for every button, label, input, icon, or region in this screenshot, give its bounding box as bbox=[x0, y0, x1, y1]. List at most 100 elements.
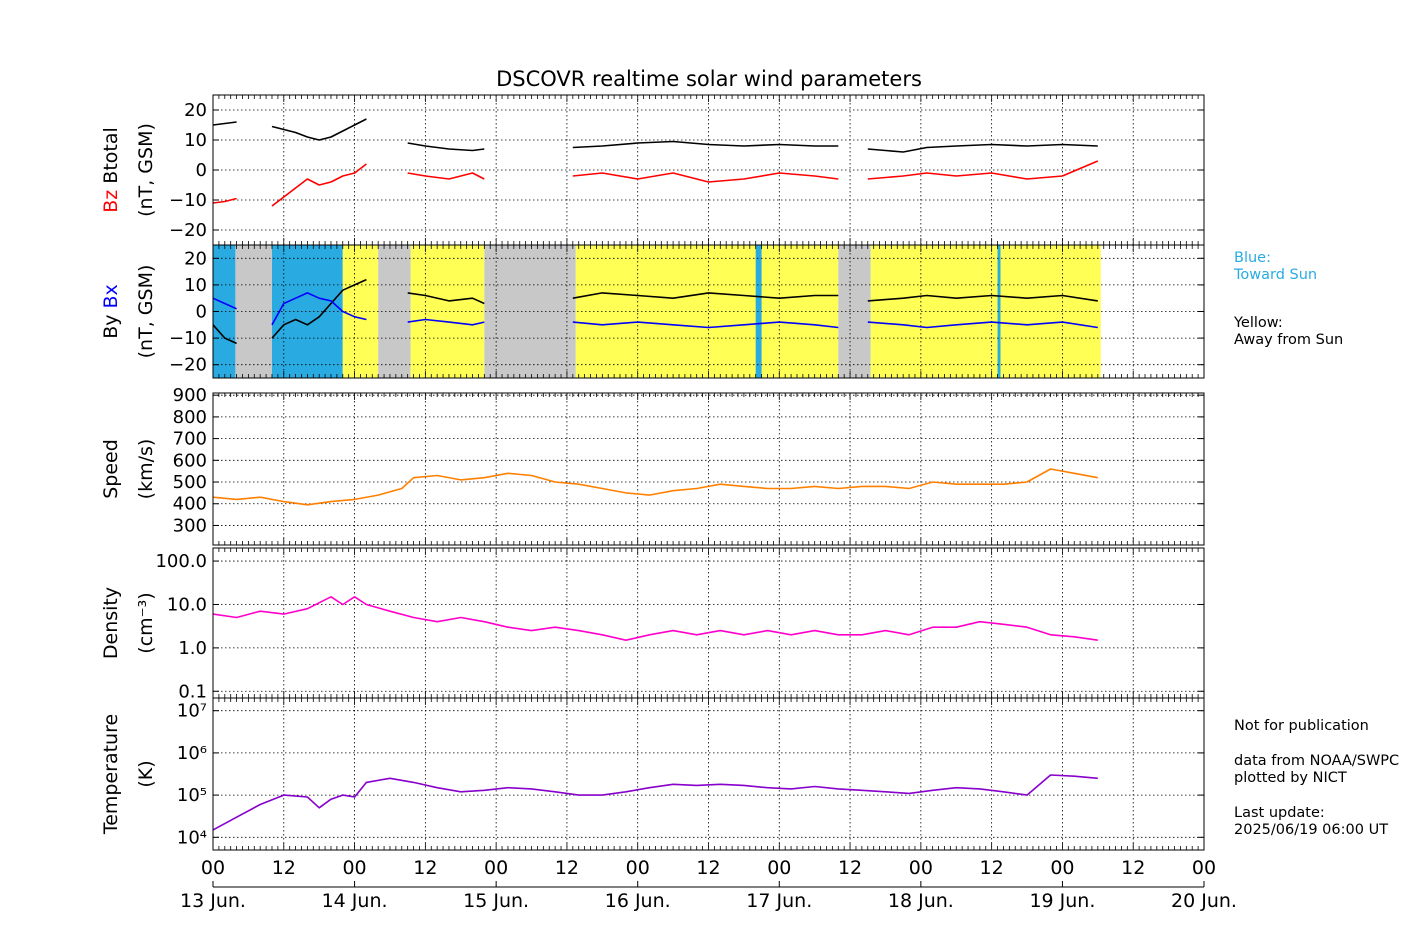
x-axis: 00 12 00 12 00 12 00 12 00 12 00 12 00 12 00 13 Jun. 14 … bbox=[180, 857, 1237, 912]
series-bx-segment-3 bbox=[572, 321, 839, 329]
y-tick-label: −10 bbox=[169, 190, 207, 211]
x-hour-tick-label: 12 bbox=[838, 857, 862, 879]
y-axis-label-part: Bz bbox=[100, 190, 122, 213]
not-for-publication-note: Not for publication bbox=[1234, 718, 1369, 734]
series-temperature-segment-0 bbox=[212, 774, 1098, 831]
plotted-by-note: plotted by NICT bbox=[1234, 770, 1347, 786]
y-tick-label: 500 bbox=[173, 472, 207, 493]
y-tick-label: 10⁴ bbox=[177, 827, 207, 848]
series-by-segment-1 bbox=[271, 278, 367, 339]
panel-density: 100.0 10.0 1.0 0.1 Density (cm⁻³) bbox=[100, 547, 1205, 702]
y-axis-label-part: Btotal bbox=[100, 127, 122, 190]
x-date-tick-label: 17 Jun. bbox=[746, 890, 812, 912]
y-axis-label-part: Bx bbox=[100, 284, 122, 314]
y-tick-label: 0 bbox=[196, 302, 207, 323]
y-tick-label: 10⁶ bbox=[177, 743, 207, 764]
series-bx-segment-4 bbox=[867, 321, 1098, 329]
x-hour-tick-label: 00 bbox=[342, 857, 366, 879]
x-date-tick-label: 13 Jun. bbox=[180, 890, 246, 912]
y-axis-units: (nT, GSM) bbox=[135, 123, 157, 217]
x-hour-tick-label: 00 bbox=[909, 857, 933, 879]
x-hour-tick-label: 00 bbox=[484, 857, 508, 879]
y-tick-label: −10 bbox=[169, 328, 207, 349]
series-bz-segment-0 bbox=[212, 197, 237, 204]
y-tick-label: −20 bbox=[169, 220, 207, 241]
sector-toward-10 bbox=[755, 245, 762, 378]
series-btotal-segment-0 bbox=[212, 121, 237, 126]
sector-legend-text: Blue: bbox=[1234, 250, 1271, 266]
x-hour-tick-label: 00 bbox=[767, 857, 791, 879]
sector-away-7 bbox=[575, 245, 839, 378]
last-update-value: 2025/06/19 06:00 UT bbox=[1234, 822, 1388, 838]
y-tick-label: 300 bbox=[173, 515, 207, 536]
series-bz-segment-1 bbox=[271, 163, 367, 207]
sector-away-3 bbox=[342, 245, 379, 378]
y-axis-label-part: Density bbox=[100, 587, 122, 659]
y-tick-label: 20 bbox=[184, 248, 207, 269]
sector-legend-text: Away from Sun bbox=[1234, 332, 1343, 348]
panel-btotal: 20 10 0 −10 −20 Bz Btotal (nT, GSM) bbox=[100, 94, 1205, 246]
y-tick-label: 400 bbox=[173, 494, 207, 515]
y-tick-label: 10⁵ bbox=[177, 785, 207, 806]
y-tick-label: 0.1 bbox=[178, 681, 207, 702]
panel-bxby: 20 10 0 −10 −20 By Bx (nT, GSM) Blue:Toward Sun… bbox=[100, 244, 1343, 379]
x-date-tick-label: 14 Jun. bbox=[322, 890, 388, 912]
y-axis-label: Temperature bbox=[100, 714, 122, 835]
x-hour-tick-label: 12 bbox=[272, 857, 296, 879]
x-date-tick-label: 16 Jun. bbox=[605, 890, 671, 912]
panel-frame bbox=[212, 547, 1205, 699]
y-tick-label: 10 bbox=[184, 130, 207, 151]
y-axis-label: Speed bbox=[100, 439, 122, 499]
chart-panels: 20 10 0 −10 −20 Bz Btotal (nT, GSM) 20 10 0 −10 −20… bbox=[100, 94, 1343, 851]
x-hour-tick-label: 00 bbox=[201, 857, 225, 879]
y-axis-label-part: Temperature bbox=[100, 714, 122, 835]
series-bz-segment-2 bbox=[407, 172, 485, 180]
side-notes: Not for publication data from NOAA/SWPC … bbox=[1234, 718, 1399, 838]
y-axis-units: (nT, GSM) bbox=[135, 265, 157, 359]
series-by-segment-4 bbox=[867, 294, 1098, 302]
sector-legend-text: Yellow: bbox=[1233, 315, 1283, 331]
y-tick-label: 10.0 bbox=[167, 594, 207, 615]
sector-toward-11 bbox=[997, 245, 1001, 378]
sector-toward-2 bbox=[271, 245, 343, 378]
y-tick-label: 600 bbox=[173, 450, 207, 471]
sector-toward-0 bbox=[213, 245, 236, 378]
y-tick-label: 10 bbox=[184, 275, 207, 296]
y-tick-label: 100.0 bbox=[155, 551, 207, 572]
x-date-tick-label: 20 Jun. bbox=[1171, 890, 1237, 912]
series-by-segment-2 bbox=[407, 292, 485, 305]
y-axis-label-part: By bbox=[100, 315, 122, 339]
chart-title: DSCOVR realtime solar wind parameters bbox=[496, 67, 922, 91]
series-btotal-segment-3 bbox=[572, 140, 839, 149]
series-bz-segment-3 bbox=[572, 172, 839, 183]
series-speed-segment-0 bbox=[212, 468, 1098, 506]
y-axis-units: (km/s) bbox=[135, 439, 157, 500]
y-axis-label: By Bx bbox=[100, 284, 122, 339]
data-source-note: data from NOAA/SWPC bbox=[1234, 753, 1399, 769]
sector-away-5 bbox=[410, 245, 485, 378]
y-tick-label: 0 bbox=[196, 160, 207, 181]
y-axis-label-part: Speed bbox=[100, 439, 122, 499]
sector-legend-text: Toward Sun bbox=[1233, 267, 1317, 283]
y-tick-label: −20 bbox=[169, 355, 207, 376]
y-tick-label: 10⁷ bbox=[177, 701, 207, 722]
series-density-segment-0 bbox=[212, 595, 1098, 642]
y-tick-label: 1.0 bbox=[178, 638, 207, 659]
x-date-tick-label: 15 Jun. bbox=[463, 890, 529, 912]
x-hour-tick-label: 12 bbox=[1121, 857, 1145, 879]
x-hour-tick-label: 12 bbox=[555, 857, 579, 879]
series-bx-segment-0 bbox=[212, 297, 237, 310]
x-hour-tick-label: 12 bbox=[980, 857, 1004, 879]
series-btotal-segment-2 bbox=[407, 142, 485, 152]
panel-temperature: 10⁷ 10⁶ 10⁵ 10⁴ Temperature (K) bbox=[100, 697, 1205, 851]
series-btotal-segment-4 bbox=[867, 143, 1098, 153]
x-hour-tick-label: 12 bbox=[696, 857, 720, 879]
x-hour-tick-label: 00 bbox=[1192, 857, 1216, 879]
y-tick-label: 900 bbox=[173, 385, 207, 406]
x-hour-tick-label: 00 bbox=[626, 857, 650, 879]
last-update-label: Last update: bbox=[1234, 805, 1325, 821]
series-bz-segment-4 bbox=[867, 160, 1099, 180]
x-date-tick-label: 18 Jun. bbox=[888, 890, 954, 912]
